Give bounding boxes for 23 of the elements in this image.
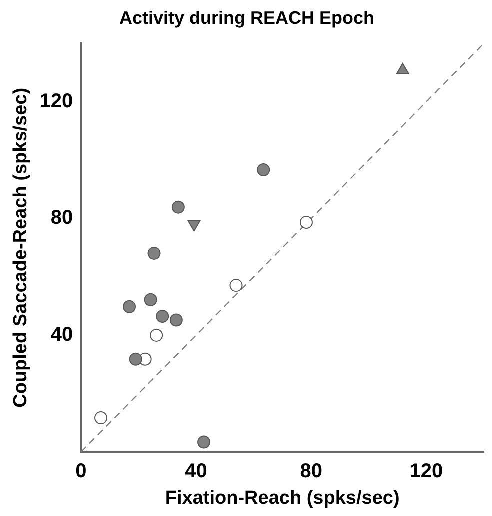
y-tick-label: 80: [50, 207, 74, 230]
x-tick-label: 40: [185, 460, 208, 483]
point: [257, 163, 270, 176]
y-tick-label: 40: [50, 324, 74, 346]
point: [230, 279, 243, 292]
x-tick-label: 80: [300, 460, 322, 483]
point: [144, 293, 158, 306]
chart-title: Activity during REACH Epoch: [119, 8, 375, 28]
y-axis-title: Coupled Saccade-Reach (spks/sec): [10, 88, 32, 408]
point: [148, 246, 161, 260]
point: [172, 200, 185, 214]
y-tick-label: 120: [40, 90, 74, 112]
point: [150, 328, 164, 342]
point: [198, 436, 211, 449]
point: [156, 310, 170, 323]
point: [170, 314, 183, 327]
point: [123, 300, 136, 314]
x-tick-label: 120: [410, 460, 444, 483]
x-tick-label: 0: [76, 460, 87, 483]
x-axis-title: Fixation-Reach (spks/sec): [165, 488, 400, 509]
point: [300, 216, 313, 230]
point: [129, 352, 142, 366]
point: [94, 412, 108, 425]
